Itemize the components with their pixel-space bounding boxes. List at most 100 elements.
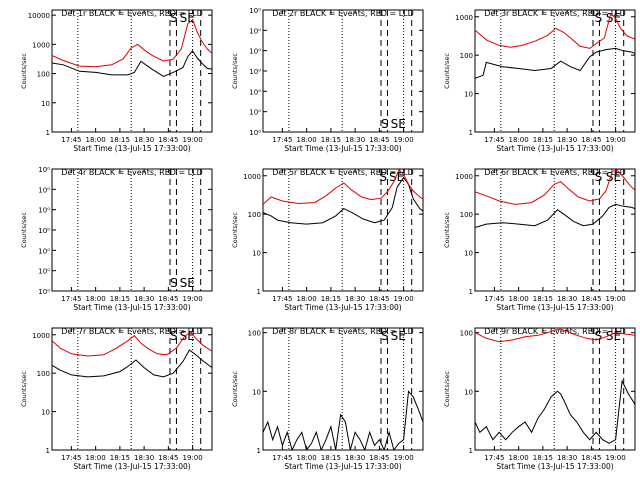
x-tick-label: 18:45	[158, 454, 178, 462]
plot-frame	[262, 327, 424, 451]
x-tick-label: 18:00	[509, 295, 529, 303]
x-tick-label: 18:30	[134, 136, 154, 144]
x-tick-label: 18:00	[297, 454, 317, 462]
y-axis-label: Counts/sec	[231, 53, 239, 89]
y-tick-label: 10⁰	[38, 268, 50, 276]
y-axis-label: Counts/sec	[443, 371, 451, 407]
series-line-events	[475, 47, 635, 79]
chart-title: Det 5r BLACK = Events, RED = LLD	[272, 168, 414, 177]
x-tick-label: 18:45	[369, 136, 389, 144]
y-axis-label: Counts/sec	[443, 53, 451, 89]
region-annotation: S	[170, 329, 178, 343]
plot-frame	[262, 168, 424, 292]
region-annotation: S	[595, 11, 603, 25]
x-tick-label: 18:15	[110, 136, 130, 144]
y-axis-label: Counts/sec	[443, 212, 451, 248]
y-axis-label: Counts/sec	[231, 371, 239, 407]
y-tick-label: 10	[41, 100, 50, 108]
region-annotation: S	[170, 276, 178, 290]
series-line-events	[263, 390, 423, 450]
y-tick-label: 100	[37, 370, 50, 378]
x-tick-label: 18:45	[369, 295, 389, 303]
x-tick-label: 18:30	[557, 295, 577, 303]
y-tick-label: 10	[252, 250, 261, 258]
x-tick-label: 19:00	[606, 295, 626, 303]
region-annotation: S	[170, 11, 178, 25]
y-tick-label: 10⁰	[249, 88, 261, 96]
x-tick-label: 18:45	[158, 295, 178, 303]
y-tick-label: 1000	[455, 14, 473, 22]
chart-title: Det 1r BLACK = Events, RED = LLD	[61, 9, 203, 18]
y-tick-label: 10000	[28, 12, 50, 20]
series-line-lld	[475, 169, 635, 205]
x-tick-label: 19:00	[394, 295, 414, 303]
chart-title: Det 2r BLACK = Events, RED = LLD	[272, 9, 414, 18]
x-tick-label: 18:30	[345, 295, 365, 303]
chart-title: Det 6r BLACK = Events, RED = LLD	[484, 168, 626, 177]
x-tick-label: 18:45	[369, 454, 389, 462]
x-tick-label: 18:30	[557, 454, 577, 462]
y-axis-label: Counts/sec	[20, 53, 28, 89]
region-annotation: SE	[391, 329, 406, 343]
x-tick-label: 17:45	[484, 295, 504, 303]
y-tick-label: 10⁰	[38, 247, 50, 255]
y-axis-label: Counts/sec	[231, 212, 239, 248]
x-tick-label: 18:00	[86, 295, 106, 303]
x-tick-label: 19:00	[183, 136, 203, 144]
y-tick-label: 10⁰	[249, 129, 261, 137]
region-annotation: S	[595, 329, 603, 343]
y-tick-label: 1000	[455, 173, 473, 181]
x-tick-label: 17:45	[484, 136, 504, 144]
plot-frame	[262, 9, 424, 133]
y-axis-label: Counts/sec	[20, 371, 28, 407]
y-tick-label: 10	[464, 250, 473, 258]
x-tick-label: 18:15	[533, 136, 553, 144]
x-axis-label: Start Time (13-Jul-15 17:33:00)	[496, 462, 613, 471]
chart-panel-2: Det 2r BLACK = Events, RED = LLD S SE 17:45…	[231, 7, 424, 153]
region-annotation: S	[379, 170, 387, 184]
plot-frame	[474, 327, 636, 451]
region-annotation: SE	[180, 276, 195, 290]
y-tick-label: 100	[460, 211, 473, 219]
x-tick-label: 19:00	[183, 454, 203, 462]
y-tick-label: 100	[248, 211, 261, 219]
series-line-events	[263, 176, 423, 225]
x-tick-label: 17:45	[484, 454, 504, 462]
y-tick-label: 1000	[32, 41, 50, 49]
x-tick-label: 17:45	[61, 136, 81, 144]
x-axis-label: Start Time (13-Jul-15 17:33:00)	[284, 303, 401, 312]
x-tick-label: 18:00	[509, 136, 529, 144]
x-tick-label: 17:45	[61, 295, 81, 303]
x-tick-label: 18:15	[110, 295, 130, 303]
y-tick-label: 1	[257, 447, 261, 455]
x-axis-label: Start Time (13-Jul-15 17:33:00)	[73, 462, 190, 471]
y-tick-label: 100	[248, 330, 261, 338]
x-tick-label: 18:45	[581, 295, 601, 303]
y-axis-label: Counts/sec	[20, 212, 28, 248]
plot-frame	[51, 168, 213, 292]
y-tick-label: 1	[469, 129, 473, 137]
x-tick-label: 19:00	[606, 136, 626, 144]
x-tick-label: 18:30	[345, 454, 365, 462]
x-axis-label: Start Time (13-Jul-15 17:33:00)	[496, 303, 613, 312]
x-tick-label: 18:45	[581, 454, 601, 462]
plot-frame	[51, 9, 213, 133]
x-tick-label: 18:30	[134, 454, 154, 462]
chart-title: Det 7r BLACK = Events, RED = LLD	[61, 327, 203, 336]
y-tick-label: 1000	[243, 173, 261, 181]
y-tick-label: 100	[460, 330, 473, 338]
y-tick-label: 10⁰	[38, 288, 50, 296]
series-line-lld	[52, 330, 212, 357]
chart-title: Det 9r BLACK = Events, RED = LLD	[484, 327, 626, 336]
x-tick-label: 19:00	[183, 295, 203, 303]
x-tick-label: 18:00	[297, 295, 317, 303]
x-tick-label: 19:00	[606, 454, 626, 462]
x-tick-label: 18:30	[557, 136, 577, 144]
plot-frame	[474, 168, 636, 292]
x-tick-label: 18:30	[345, 136, 365, 144]
y-tick-label: 1	[46, 447, 50, 455]
